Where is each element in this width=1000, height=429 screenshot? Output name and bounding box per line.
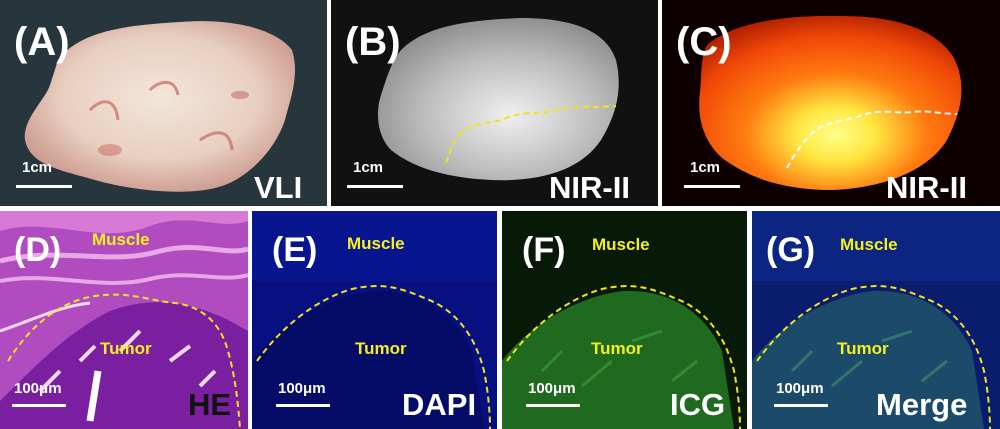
panel-f-scale-label: 100μm xyxy=(528,380,576,397)
panel-d-scale-bar xyxy=(12,404,66,407)
panel-c-scale-label: 1cm xyxy=(690,159,721,176)
tumor-label: Tumor xyxy=(100,339,152,358)
muscle-label: Muscle xyxy=(840,235,898,254)
tissue-photo xyxy=(0,0,327,206)
panel-c-modality-label: NIR-II xyxy=(886,170,967,205)
panel-e-dapi: (E) Muscle Tumor 100μm DAPI xyxy=(252,211,497,429)
panel-b-modality-label: NIR-II xyxy=(549,170,630,205)
panel-c-letter: (C) xyxy=(676,20,732,64)
panel-d-scale-label: 100μm xyxy=(14,380,62,397)
panel-f-modality-label: ICG xyxy=(670,387,726,422)
panel-e-scale-label: 100μm xyxy=(278,380,326,397)
panel-f-scale-bar xyxy=(526,404,580,407)
panel-g-scale-label: 100μm xyxy=(776,380,824,397)
panel-e-scale-bar xyxy=(276,404,330,407)
tumor-label: Tumor xyxy=(837,339,889,358)
panel-b-letter: (B) xyxy=(345,20,401,64)
panel-g-scale-bar xyxy=(774,404,828,407)
panel-f-icg: (F) Muscle Tumor 100μm ICG xyxy=(502,211,747,429)
panel-e-letter: (E) xyxy=(272,231,318,269)
tumor-label: Tumor xyxy=(591,339,643,358)
muscle-label: Muscle xyxy=(347,234,405,253)
panel-a-visible-light: (A) 1cm VLI xyxy=(0,0,327,206)
panel-g-merge: (G) Muscle Tumor 100μm Merge xyxy=(752,211,1000,429)
panel-d-letter: (D) xyxy=(14,231,62,269)
panel-a-scale-bar xyxy=(16,185,72,188)
tumor-label: Tumor xyxy=(355,339,407,358)
panel-c-scale-bar xyxy=(684,185,740,188)
panel-e-modality-label: DAPI xyxy=(402,387,477,422)
panel-a-letter: (A) xyxy=(14,20,70,64)
muscle-label: Muscle xyxy=(592,235,650,254)
muscle-label: Muscle xyxy=(92,230,150,249)
panel-b-nir-ii-gray: (B) 1cm NIR-II xyxy=(331,0,658,206)
panel-a-scale-label: 1cm xyxy=(22,159,53,176)
panel-g-letter: (G) xyxy=(766,231,816,269)
panel-c-nir-ii-color: (C) 1cm NIR-II xyxy=(662,0,1000,206)
panel-f-letter: (F) xyxy=(522,231,566,269)
panel-d-modality-label: HE xyxy=(188,387,232,422)
panel-b-scale-bar xyxy=(347,185,403,188)
panel-b-scale-label: 1cm xyxy=(353,159,384,176)
panel-g-modality-label: Merge xyxy=(876,387,968,422)
panel-d-he-staining: (D) Muscle Tumor 100μm HE xyxy=(0,211,248,429)
panel-a-modality-label: VLI xyxy=(254,170,303,205)
